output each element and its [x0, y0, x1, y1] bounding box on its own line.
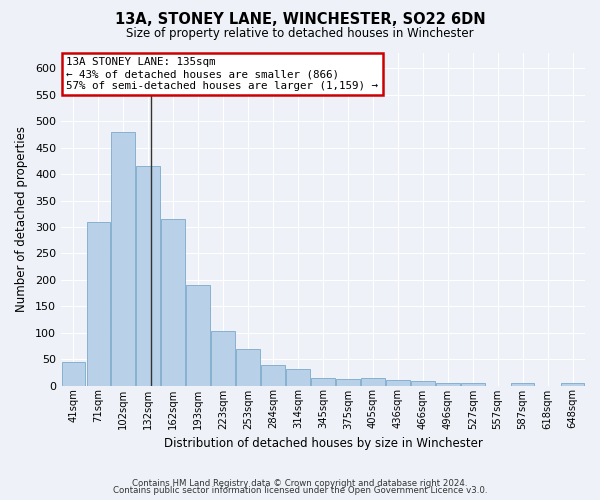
Bar [386, 380, 410, 386]
Bar [236, 348, 260, 386]
Text: 13A STONEY LANE: 135sqm
← 43% of detached houses are smaller (866)
57% of semi-d: 13A STONEY LANE: 135sqm ← 43% of detache… [66, 58, 378, 90]
Bar [436, 383, 460, 386]
Bar [560, 384, 584, 386]
Bar [411, 382, 434, 386]
Bar [136, 166, 160, 386]
Bar [112, 132, 135, 386]
Bar [62, 362, 85, 386]
Y-axis label: Number of detached properties: Number of detached properties [15, 126, 28, 312]
Bar [286, 368, 310, 386]
Bar [461, 383, 485, 386]
Text: Contains HM Land Registry data © Crown copyright and database right 2024.: Contains HM Land Registry data © Crown c… [132, 478, 468, 488]
Text: Size of property relative to detached houses in Winchester: Size of property relative to detached ho… [126, 28, 474, 40]
Bar [161, 219, 185, 386]
Text: Contains public sector information licensed under the Open Government Licence v3: Contains public sector information licen… [113, 486, 487, 495]
Bar [211, 331, 235, 386]
Bar [311, 378, 335, 386]
Bar [511, 384, 535, 386]
Text: 13A, STONEY LANE, WINCHESTER, SO22 6DN: 13A, STONEY LANE, WINCHESTER, SO22 6DN [115, 12, 485, 28]
Bar [361, 378, 385, 386]
Bar [336, 379, 360, 386]
Bar [261, 366, 285, 386]
Bar [86, 222, 110, 386]
X-axis label: Distribution of detached houses by size in Winchester: Distribution of detached houses by size … [164, 437, 482, 450]
Bar [187, 285, 210, 386]
